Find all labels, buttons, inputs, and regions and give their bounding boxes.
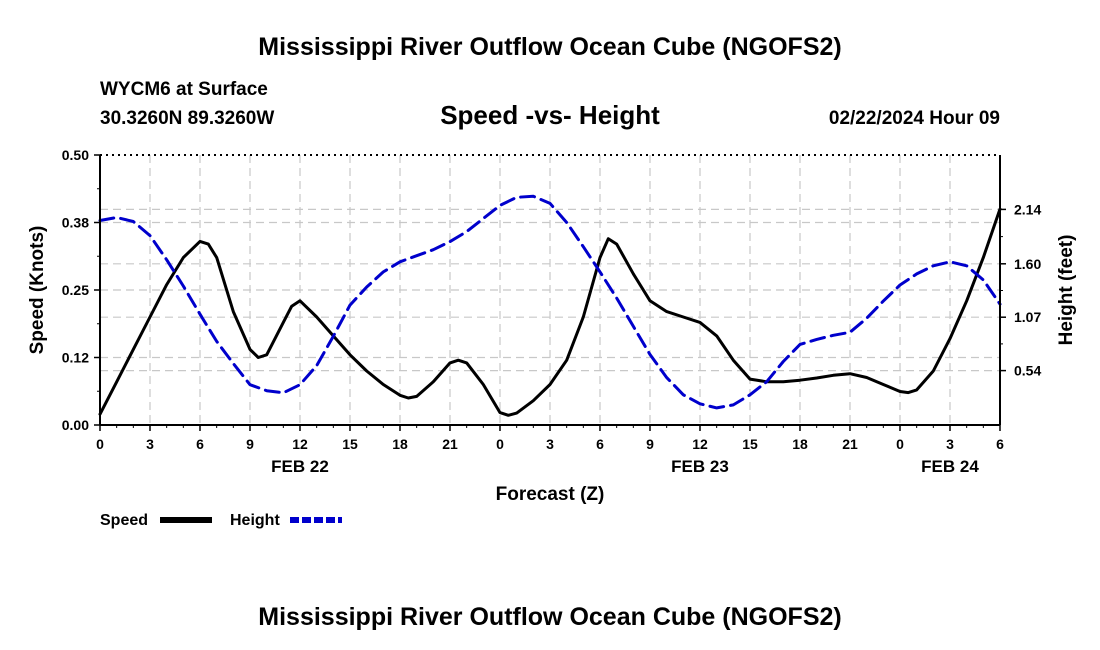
station-coords: 30.3260N 89.3260W xyxy=(100,108,274,129)
x-tick-label: 3 xyxy=(146,436,154,452)
x-tick-label: 15 xyxy=(342,436,358,452)
x-date-label: FEB 24 xyxy=(921,457,979,476)
axis-tick-labels: 0 3 6 9 12 15 18 21 0 3 6 9 12 15 18 21 0 3 6 FEB 22 FEB 23 F… xyxy=(62,147,1042,476)
x-tick-label: 3 xyxy=(546,436,554,452)
axis-ticks xyxy=(94,154,1006,431)
x-tick-label: 18 xyxy=(792,436,808,452)
y-tick-label: 0.25 xyxy=(62,282,89,298)
x-tick-label: 0 xyxy=(96,436,104,452)
legend-height-label: Height xyxy=(230,512,280,529)
x-tick-label: 6 xyxy=(196,436,204,452)
x-tick-label: 9 xyxy=(246,436,254,452)
x-tick-label: 21 xyxy=(442,436,458,452)
chart-subtitle: Speed -vs- Height xyxy=(440,100,660,130)
y-tick-label: 0.38 xyxy=(62,215,89,231)
x-tick-label: 0 xyxy=(896,436,904,452)
footer-title: Mississippi River Outflow Ocean Cube (NG… xyxy=(258,603,841,631)
x-date-label: FEB 22 xyxy=(271,457,329,476)
x-tick-label: 15 xyxy=(742,436,758,452)
y-axis-title: Speed (Knots) xyxy=(27,226,48,355)
speed-series-line xyxy=(98,207,1002,417)
x-tick-label: 6 xyxy=(996,436,1004,452)
x-tick-label: 3 xyxy=(946,436,954,452)
legend-speed-label: Speed xyxy=(100,512,148,529)
x-tick-label: 12 xyxy=(692,436,708,452)
forecast-datetime: 02/22/2024 Hour 09 xyxy=(829,108,1000,129)
y2-tick-label: 2.14 xyxy=(1014,201,1041,217)
x-axis-title: Forecast (Z) xyxy=(496,484,605,505)
x-date-label: FEB 23 xyxy=(671,457,729,476)
x-tick-label: 18 xyxy=(392,436,408,452)
y2-tick-label: 1.60 xyxy=(1014,256,1041,272)
x-tick-label: 6 xyxy=(596,436,604,452)
y2-tick-label: 1.07 xyxy=(1014,309,1041,325)
x-tick-label: 21 xyxy=(842,436,858,452)
y-tick-label: 0.00 xyxy=(62,417,89,433)
y2-axis-title: Height (feet) xyxy=(1056,235,1077,346)
y-tick-label: 0.50 xyxy=(62,147,89,163)
chart-main-title: Mississippi River Outflow Ocean Cube (NG… xyxy=(258,33,841,61)
x-tick-label: 0 xyxy=(496,436,504,452)
y-tick-label: 0.12 xyxy=(62,350,89,366)
y2-tick-label: 0.54 xyxy=(1014,363,1041,379)
station-label: WYCM6 at Surface xyxy=(100,79,268,100)
x-tick-label: 12 xyxy=(292,436,308,452)
series-layer xyxy=(98,194,1002,417)
height-series-line xyxy=(98,194,1002,410)
x-tick-label: 9 xyxy=(646,436,654,452)
